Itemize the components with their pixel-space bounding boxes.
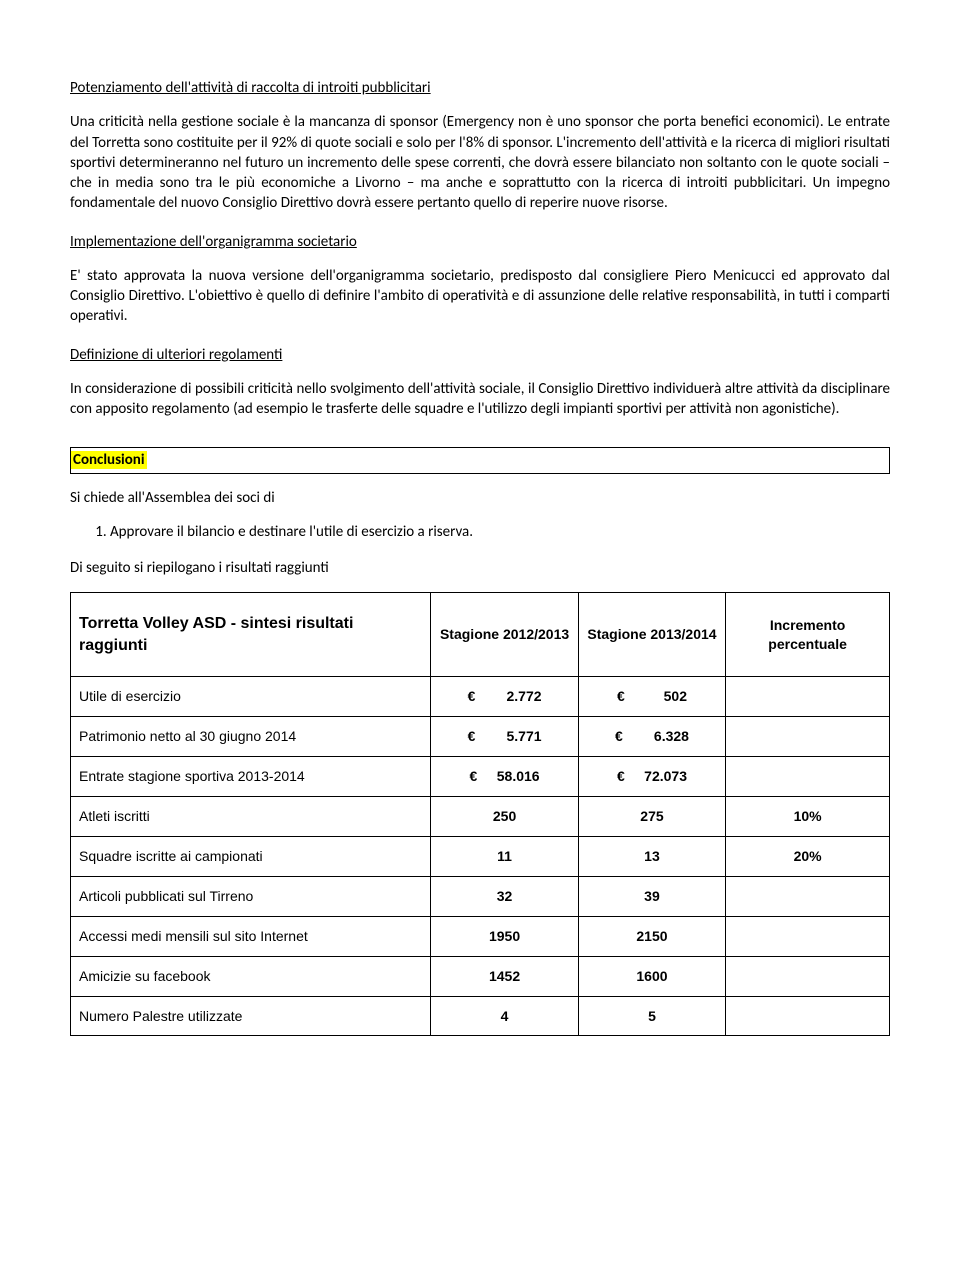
table-row: Numero Palestre utilizzate45 [71, 996, 890, 1036]
section2-body: E' stato approvata la nuova versione del… [70, 266, 890, 327]
row-label: Accessi medi mensili sul sito Internet [71, 916, 431, 956]
row-label: Squadre iscritte ai campionati [71, 837, 431, 877]
row-value: 10% [726, 797, 890, 837]
table-row: Patrimonio netto al 30 giugno 2014€ 5.77… [71, 717, 890, 757]
row-label: Patrimonio netto al 30 giugno 2014 [71, 717, 431, 757]
section1-body: Una criticità nella gestione sociale è l… [70, 112, 890, 213]
row-value: 4 [431, 996, 578, 1036]
row-label: Numero Palestre utilizzate [71, 996, 431, 1036]
row-value: € 6.328 [578, 717, 725, 757]
row-value: 39 [578, 876, 725, 916]
row-value [726, 916, 890, 956]
row-value: 5 [578, 996, 725, 1036]
row-value: € 72.073 [578, 757, 725, 797]
conclusioni-item-1: Approvare il bilancio e destinare l'util… [110, 522, 890, 542]
table-row: Articoli pubblicati sul Tirreno3239 [71, 876, 890, 916]
row-value: 2150 [578, 916, 725, 956]
table-col-1: Stagione 2012/2013 [431, 593, 578, 677]
row-value: 13 [578, 837, 725, 877]
table-title: Torretta Volley ASD - sintesi risultati … [71, 593, 431, 677]
table-row: Utile di esercizio€ 2.772€ 502 [71, 677, 890, 717]
row-value: 11 [431, 837, 578, 877]
row-value [726, 717, 890, 757]
row-value: € 58.016 [431, 757, 578, 797]
section1-title: Potenziamento dell'attività di raccolta … [70, 78, 890, 98]
table-row: Amicizie su facebook14521600 [71, 956, 890, 996]
row-value: € 5.771 [431, 717, 578, 757]
conclusioni-intro: Si chiede all'Assemblea dei soci di [70, 488, 890, 508]
row-value: 1452 [431, 956, 578, 996]
table-col-3: Incremento percentuale [726, 593, 890, 677]
row-value [726, 956, 890, 996]
section3-title: Definizione di ulteriori regolamenti [70, 345, 890, 365]
row-value [726, 996, 890, 1036]
table-row: Atleti iscritti25027510% [71, 797, 890, 837]
section3-body: In considerazione di possibili criticità… [70, 379, 890, 420]
row-value: 250 [431, 797, 578, 837]
row-label: Amicizie su facebook [71, 956, 431, 996]
conclusioni-box: Conclusioni [70, 447, 890, 473]
row-value [726, 876, 890, 916]
row-value [726, 677, 890, 717]
row-value [726, 757, 890, 797]
row-value: 275 [578, 797, 725, 837]
table-col-2: Stagione 2013/2014 [578, 593, 725, 677]
row-value: 1600 [578, 956, 725, 996]
table-row: Entrate stagione sportiva 2013-2014€ 58.… [71, 757, 890, 797]
row-value: € 502 [578, 677, 725, 717]
section2-title: Implementazione dell'organigramma societ… [70, 232, 890, 252]
conclusioni-outro: Di seguito si riepilogano i risultati ra… [70, 558, 890, 578]
row-label: Articoli pubblicati sul Tirreno [71, 876, 431, 916]
results-table: Torretta Volley ASD - sintesi risultati … [70, 592, 890, 1036]
row-label: Entrate stagione sportiva 2013-2014 [71, 757, 431, 797]
conclusioni-label: Conclusioni [71, 451, 147, 469]
row-value: 32 [431, 876, 578, 916]
row-label: Atleti iscritti [71, 797, 431, 837]
row-value: 20% [726, 837, 890, 877]
table-row: Squadre iscritte ai campionati111320% [71, 837, 890, 877]
row-value: € 2.772 [431, 677, 578, 717]
row-value: 1950 [431, 916, 578, 956]
row-label: Utile di esercizio [71, 677, 431, 717]
table-row: Accessi medi mensili sul sito Internet19… [71, 916, 890, 956]
